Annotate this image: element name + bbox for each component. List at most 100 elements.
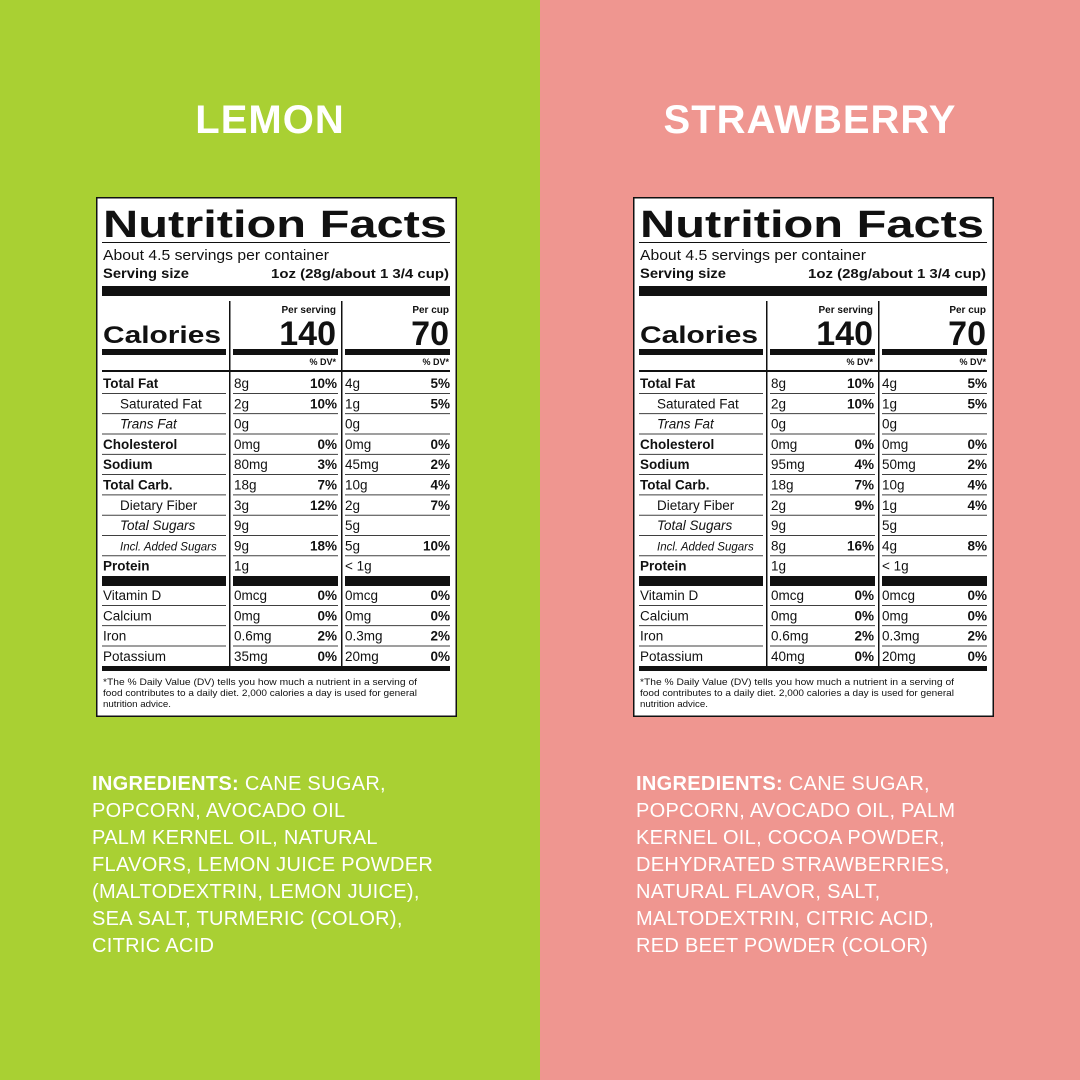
dv-serving: 0%	[317, 649, 337, 664]
facts-heading: Nutrition Facts	[103, 204, 447, 246]
row-rule	[770, 453, 875, 455]
rule	[882, 576, 987, 586]
ingredients-line: POPCORN, AVOCADO OIL, PALM	[636, 798, 955, 825]
amount-cup: 4g	[882, 376, 897, 391]
row-rule	[233, 555, 338, 557]
amount-serving: 80mg	[234, 457, 268, 472]
dv-cup: 2%	[430, 629, 450, 644]
amount-cup: 0mcg	[882, 588, 915, 603]
dv-serving: 16%	[847, 538, 874, 553]
dv-cup: 0%	[430, 588, 450, 603]
dv-cup: 0%	[967, 588, 987, 603]
rule	[882, 349, 987, 355]
rule	[639, 349, 763, 355]
row-rule	[770, 413, 875, 415]
amount-serving: 8g	[234, 376, 249, 391]
row-rule	[102, 535, 226, 536]
row-rule	[345, 413, 450, 415]
nutrient-name: Vitamin D	[103, 588, 162, 603]
amount-cup: 10g	[882, 478, 905, 493]
rule	[102, 286, 450, 296]
amount-serving: 35mg	[234, 649, 268, 664]
dv-header: % DV*	[846, 357, 873, 367]
dv-serving: 0%	[854, 649, 874, 664]
nutrient-name: Saturated Fat	[120, 396, 202, 411]
dv-serving: 0%	[854, 608, 874, 623]
amount-cup: 2g	[345, 498, 360, 513]
rule	[345, 576, 450, 586]
row-rule	[102, 474, 226, 475]
ingredients-text: (MALTODEXTRIN, LEMON JUICE),	[92, 881, 420, 903]
amount-cup: 0mg	[882, 608, 908, 623]
amount-serving: 0.6mg	[771, 629, 809, 644]
row-rule	[882, 393, 987, 394]
row-rule	[639, 535, 763, 536]
amount-serving: 0mcg	[234, 588, 267, 603]
amount-serving: 2g	[234, 396, 249, 411]
ingredients-text: MALTODEXTRIN, CITRIC ACID,	[636, 908, 935, 930]
rule	[639, 242, 987, 243]
row-rule	[770, 494, 875, 496]
ingredients-line: CITRIC ACID	[92, 933, 433, 960]
amount-cup: 5g	[882, 518, 897, 533]
amount-cup: 4g	[882, 538, 897, 553]
row-rule	[639, 453, 763, 455]
amount-serving: 9g	[771, 518, 786, 533]
amount-cup: 1g	[882, 396, 897, 411]
row-rule	[233, 494, 338, 496]
dv-cup: 4%	[967, 498, 987, 513]
nutrient-name: Calcium	[103, 608, 152, 623]
row-rule	[639, 494, 763, 496]
dv-cup: 4%	[967, 478, 987, 493]
amount-serving: 9g	[234, 518, 249, 533]
strawberry-panel: STRAWBERRY Nutrition Facts About 4.5 serv…	[540, 0, 1080, 1080]
row-rule	[882, 453, 987, 455]
nutrient-name: Potassium	[103, 649, 166, 664]
row-rule	[102, 605, 226, 606]
row-rule	[882, 605, 987, 606]
row-rule	[345, 474, 450, 475]
amount-serving: 0g	[771, 417, 786, 432]
row-rule	[639, 625, 763, 627]
row-rule	[102, 393, 226, 394]
rule	[233, 349, 338, 355]
amount-serving: 18g	[771, 478, 794, 493]
row-rule	[102, 514, 226, 516]
panel-title: LEMON	[195, 98, 345, 142]
dv-serving: 2%	[854, 629, 874, 644]
ingredients: INGREDIENTS: CANE SUGAR, POPCORN, AVOCADO…	[636, 771, 955, 960]
row-rule	[639, 474, 763, 475]
ingredients-text: CANE SUGAR,	[788, 773, 930, 795]
row-rule	[770, 535, 875, 536]
nutrient-name: Trans Fat	[120, 417, 178, 432]
row-rule	[882, 514, 987, 516]
calories-value: 140	[816, 315, 873, 353]
amount-serving: 1g	[234, 559, 249, 574]
row-rule	[770, 474, 875, 475]
row-rule	[770, 605, 875, 606]
lemon-panel: LEMON Nutrition Facts About 4.5 servings …	[0, 0, 540, 1080]
rule	[229, 301, 231, 668]
amount-serving: 2g	[771, 498, 786, 513]
ingredients-line: RED BEET POWDER (COLOR)	[636, 933, 955, 960]
nutrient-name: Protein	[103, 559, 150, 574]
row-rule	[102, 625, 226, 627]
amount-cup: 5g	[345, 518, 360, 533]
nutrition-label: Nutrition Facts About 4.5 servings per co…	[633, 197, 994, 717]
ingredients-text: RED BEET POWDER (COLOR)	[636, 935, 929, 957]
dv-cup: 0%	[430, 608, 450, 623]
rule	[345, 349, 450, 355]
ingredients-line: NATURAL FLAVOR, SALT,	[636, 879, 955, 906]
rule	[639, 576, 763, 586]
serving-size-label: Serving size	[103, 265, 189, 281]
rule	[341, 301, 343, 668]
dv-cup: 0%	[430, 649, 450, 664]
nutrient-name: Sodium	[103, 457, 153, 472]
rule	[639, 286, 987, 296]
amount-cup: 1g	[882, 498, 897, 513]
row-rule	[345, 494, 450, 496]
dv-cup: 5%	[967, 396, 987, 411]
row-rule	[882, 555, 987, 557]
rule	[770, 349, 875, 355]
